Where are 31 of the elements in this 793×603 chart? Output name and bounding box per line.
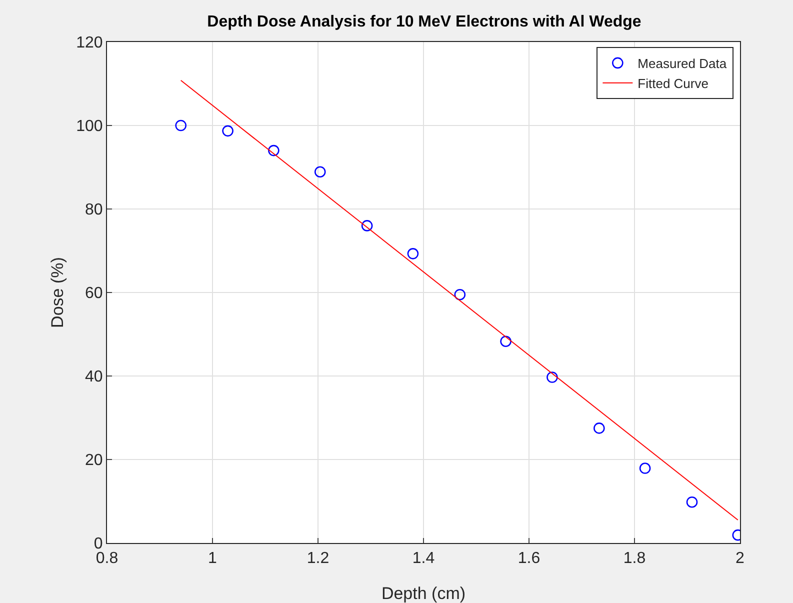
y-tick-label: 80	[85, 202, 103, 219]
chart-title: Depth Dose Analysis for 10 MeV Electrons with Al Wedge	[207, 13, 642, 30]
point	[594, 422, 605, 434]
point	[268, 144, 280, 156]
point	[407, 248, 419, 260]
y-tick-label: 60	[85, 285, 103, 302]
y-tick-label: 40	[85, 368, 103, 386]
x-tick-label: 2	[736, 550, 745, 568]
x-tick-label: 1.8	[623, 550, 646, 568]
point	[175, 120, 186, 132]
y-tick-label: 100	[76, 118, 103, 136]
point	[500, 336, 512, 347]
point	[686, 496, 698, 508]
x-tick-label: 1	[208, 550, 218, 568]
y-tick-label: 120	[76, 34, 103, 52]
x-axis-title: Depth (cm)	[381, 584, 466, 603]
x-tick-label: 1.4	[412, 550, 435, 568]
point	[454, 288, 466, 300]
point	[314, 166, 326, 178]
point	[639, 462, 651, 474]
x-tick-label: 0.8	[96, 550, 118, 568]
point	[361, 220, 373, 232]
y-tick-label: 20	[85, 452, 103, 470]
legend-label: Fitted Curve	[638, 76, 708, 91]
y-axis-title: Dose (%)	[48, 257, 67, 328]
x-tick-label: 1.6	[518, 550, 540, 568]
y-tick-label: 0	[94, 536, 103, 553]
legend-label: Measured Data	[638, 56, 728, 72]
point	[546, 372, 558, 383]
x-tick-label: 1.2	[306, 550, 330, 568]
point	[222, 125, 234, 137]
